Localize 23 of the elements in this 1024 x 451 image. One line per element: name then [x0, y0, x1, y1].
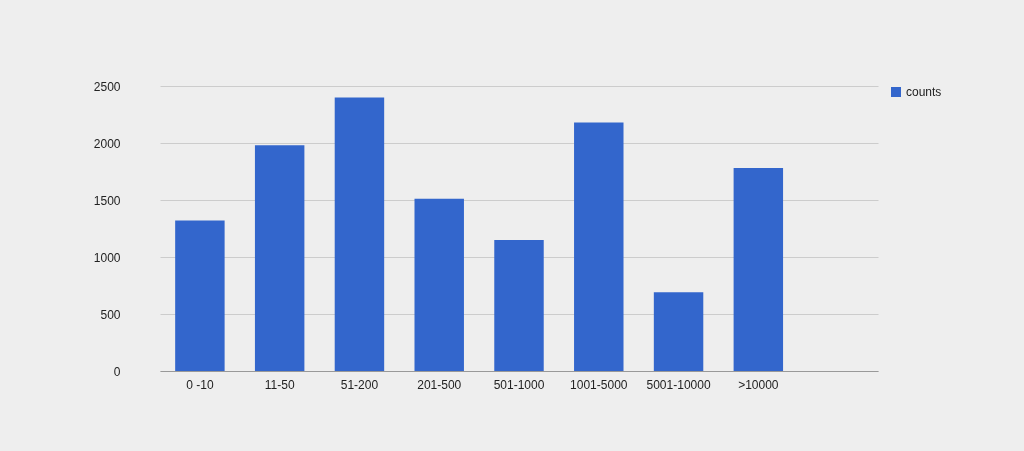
bar — [494, 239, 544, 371]
x-tick-label: 201-500 — [417, 377, 462, 392]
y-tick-label: 1500 — [93, 193, 121, 208]
x-tick-label: >10000 — [738, 377, 779, 392]
x-tick-label: 51-200 — [340, 377, 379, 392]
x-tick-label: 1001-5000 — [570, 377, 628, 392]
bar — [334, 97, 385, 371]
y-tick-label: 1000 — [93, 250, 121, 265]
bar — [733, 168, 784, 371]
y-tick-label: 500 — [100, 307, 121, 322]
bar — [414, 198, 464, 371]
bar — [175, 220, 225, 371]
x-tick-label: 0 -10 — [186, 377, 214, 392]
y-tick-label: 0 — [113, 364, 121, 379]
bar — [254, 145, 305, 371]
x-tick-label: 11-50 — [264, 377, 295, 392]
x-tick-label: 5001-10000 — [646, 377, 711, 392]
bar — [574, 122, 624, 371]
bar — [653, 292, 704, 371]
x-tick-label: 501-1000 — [493, 377, 545, 392]
legend-label: counts — [906, 85, 942, 99]
y-tick-label: 2000 — [93, 136, 121, 151]
y-tick-label: 2500 — [93, 79, 121, 94]
